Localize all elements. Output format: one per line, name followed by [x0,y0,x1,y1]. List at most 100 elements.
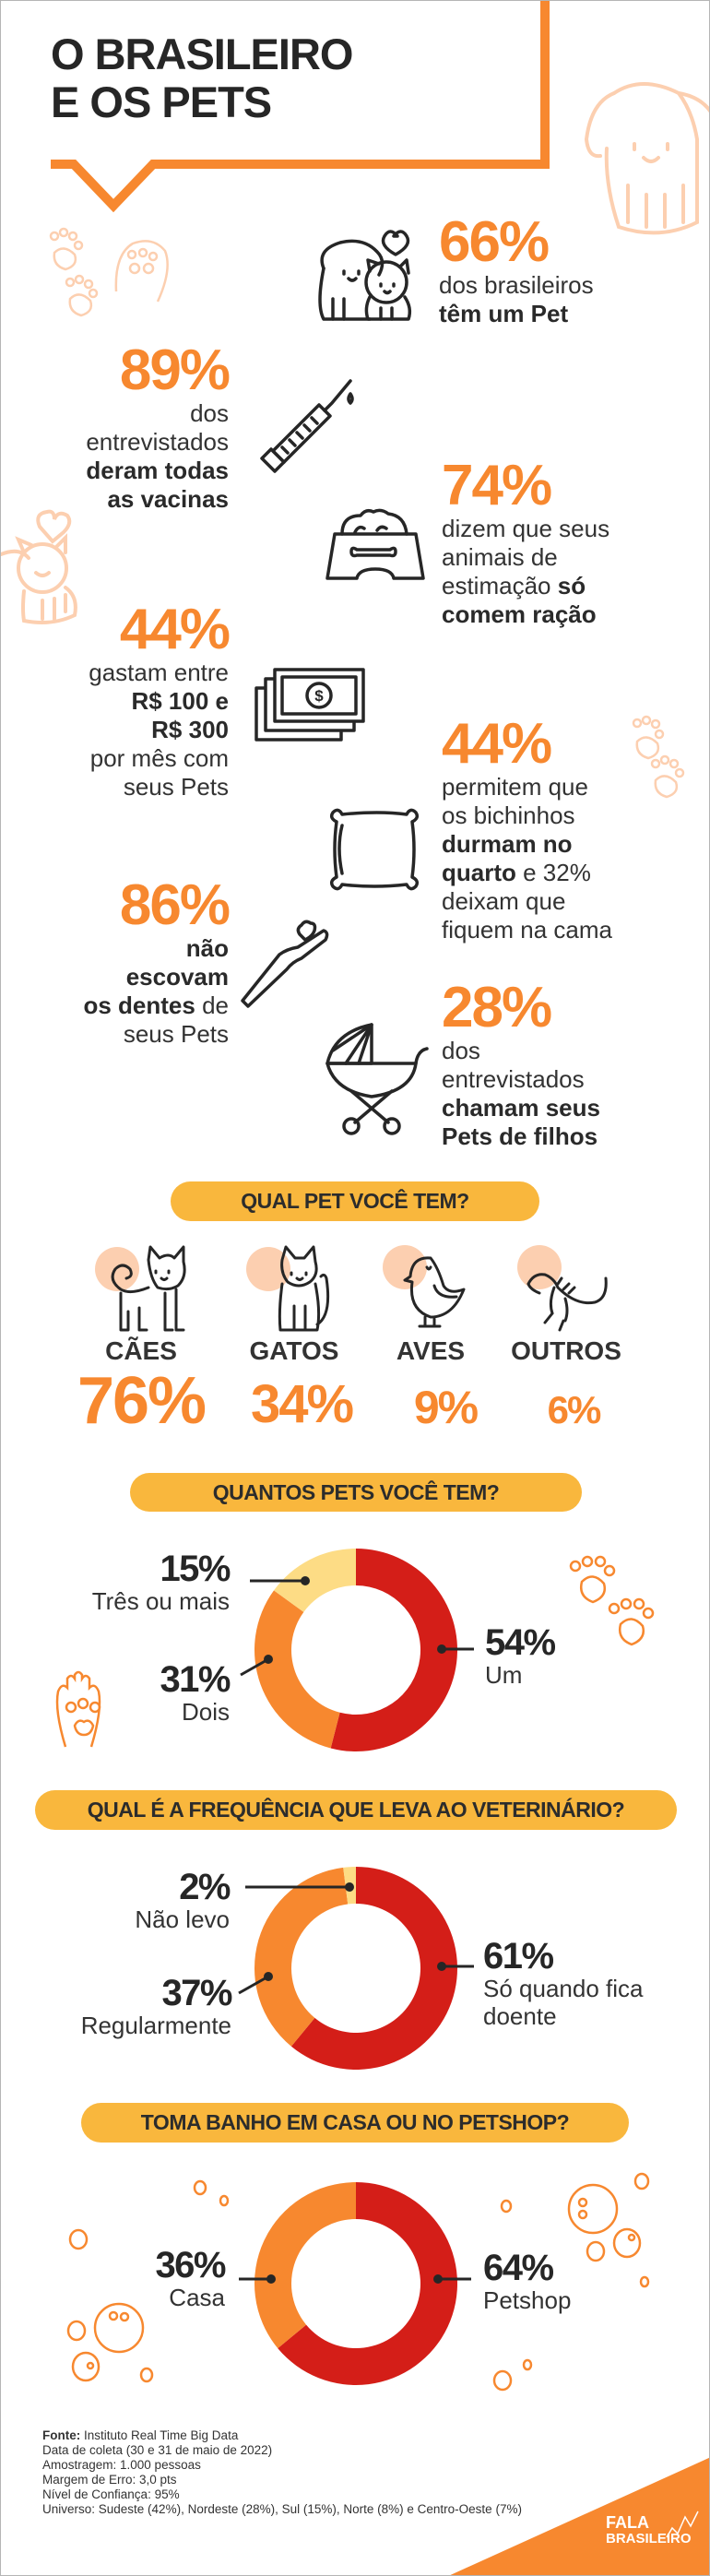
donut-label: 54% Um [485,1624,556,1689]
stat-text-bold: Pets de filhos [442,1122,598,1150]
stat-text: permitem que [442,773,588,801]
stat-text-line: seus Pets [1,1020,229,1049]
donut-label-category: Regularmente [80,2012,231,2039]
logo-line-1: FALA [606,2513,649,2532]
footer-margin: Margem de Erro: 3,0 pts [42,2473,177,2487]
pet-percent: 9% [413,1382,479,1433]
title-line-2: E OS PETS [51,77,272,126]
decorative-cat-icon [1,509,77,624]
stat-text: dos [442,1037,480,1064]
stat-text-bold: deram todas [86,457,229,484]
stat-percent: 28% [442,976,552,1039]
donut-label-category: Três ou mais [91,1587,230,1615]
donut-label: 15% Três ou mais [91,1549,231,1615]
pet-icons [95,1245,608,1332]
stat-text-line: por mês com [1,744,229,773]
leader-dot [433,2274,443,2284]
food-bowl-icon [325,508,425,580]
donut-label-category: Petshop [483,2286,572,2314]
stat-text: animais de [442,543,558,571]
donut-label-percent: 31% [160,1659,231,1700]
stat-text: e 32% [515,859,591,886]
stat-text-line: permitem que [442,773,681,801]
page-title: O BRASILEIRO E OS PETS [51,30,353,126]
stat-text-bold: chamam seus [442,1094,600,1122]
stat-text-bold: quarto [442,859,516,886]
stat-text-bold: R$ 100 e [131,687,229,715]
donut-label-category: Dois [181,1698,230,1726]
donut-label-category: Casa [169,2284,225,2311]
stat-text-bold: R$ 300 [151,716,229,743]
stat-spending: 44% gastam entre R$ 100 e R$ 300 por mês com… [1,598,231,801]
leader-line [238,1975,269,1995]
leader-dot [264,1972,273,1981]
section-header-pets: QUAL PET VOCÊ TEM? [171,1181,539,1221]
leader-dot [437,1962,446,1971]
syringe-icon [260,379,354,473]
leader-dot [345,1882,354,1892]
stat-text-line: entrevistados [442,1065,681,1094]
stat-vaccines: 89% dos entrevistados deram todas as vacinas [1,338,231,514]
stat-text-line: os dentes de [1,991,229,1020]
footer-confidence: Nível de Confiança: 95% [42,2487,180,2501]
donut-label: 31% Dois [160,1659,231,1726]
donut-label: 64% Petshop [483,2250,571,2314]
stat-text-line: dizem que seus [442,515,681,543]
title-frame [51,1,550,213]
logo-line-2: BRASILEIRO [606,2531,692,2546]
stat-percent: 89% [119,338,231,402]
bird-icon [403,1256,466,1328]
decorative-paws-icon [49,227,169,317]
stat-percent: 66% [439,210,550,274]
stat-text-line: não [1,934,229,963]
stat-text: de [195,991,229,1019]
stroller-icon [325,1023,429,1135]
donut-label: 36% Casa [155,2247,226,2311]
stat-teeth: 86% não escovam os dentes de seus Pets [1,877,231,1049]
donut-label-percent: 64% [483,2248,554,2288]
donut-label-percent: 61% [483,1936,554,1977]
stat-text: entrevistados [86,428,229,456]
donut-label-category: Um [485,1661,523,1689]
donut-label: 61% Só quando fica doente [483,1938,649,2030]
stat-has-pet: 66% dos brasileiros têm um Pet [439,214,679,328]
stat-percent: 44% [119,598,231,661]
stat-text-line: entrevistados [1,428,229,457]
stat-text: fiquem na cama [442,916,612,944]
stat-text: dos [190,399,229,427]
stat-text-line: dos [1,399,229,428]
stat-text-line: os bichinhos [442,801,681,830]
stat-percent: 74% [442,454,552,517]
footer-source: Fonte: Instituto Real Time Big Data [42,2428,522,2443]
stat-text-bold: durmam no [442,830,573,858]
footer-date: Data de coleta (30 e 31 de maio de 2022) [42,2443,273,2457]
stat-text-line: R$ 300 [1,716,229,744]
donut-segment [330,1549,457,1752]
stat-text-bold: não [185,934,229,962]
stat-text: gastam entre [89,659,229,686]
pet-label-aves: AVES [396,1336,466,1365]
pillow-icon [329,808,420,891]
stat-text-line: deram todas [1,457,229,485]
stat-text-bold: só [557,572,586,599]
stat-text-bold: têm um Pet [439,300,569,327]
donut-label-percent: 37% [161,1973,232,2013]
donut-label-category: Só quando fica doente [483,1975,644,2030]
section-header-bath: TOMA BANHO EM CASA OU NO PETSHOP? [81,2103,629,2143]
donut-label-percent: 15% [160,1549,231,1589]
logo: FALA BRASILEIRO [606,2513,692,2546]
stat-text-line: seus Pets [1,773,229,801]
dog-icon [111,1245,186,1332]
stat-text: seus Pets [123,773,229,801]
donut-segment [254,1590,340,1749]
pet-percent: 6% [547,1387,602,1431]
stat-text-line: quarto e 32% [442,859,681,887]
stat-text-line: gastam entre [1,659,229,687]
stat-text-bold: as vacinas [107,485,229,513]
leader-dot [301,1576,310,1585]
donut-label: 2% Não levo [135,1869,231,1933]
decorative-paws-right-icon [632,715,685,799]
stat-text-line: dos [442,1037,681,1065]
